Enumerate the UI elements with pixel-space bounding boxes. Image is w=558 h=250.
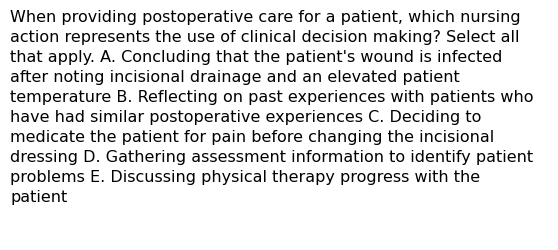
Text: When providing postoperative care for a patient, which nursing
action represents: When providing postoperative care for a … xyxy=(10,10,533,204)
